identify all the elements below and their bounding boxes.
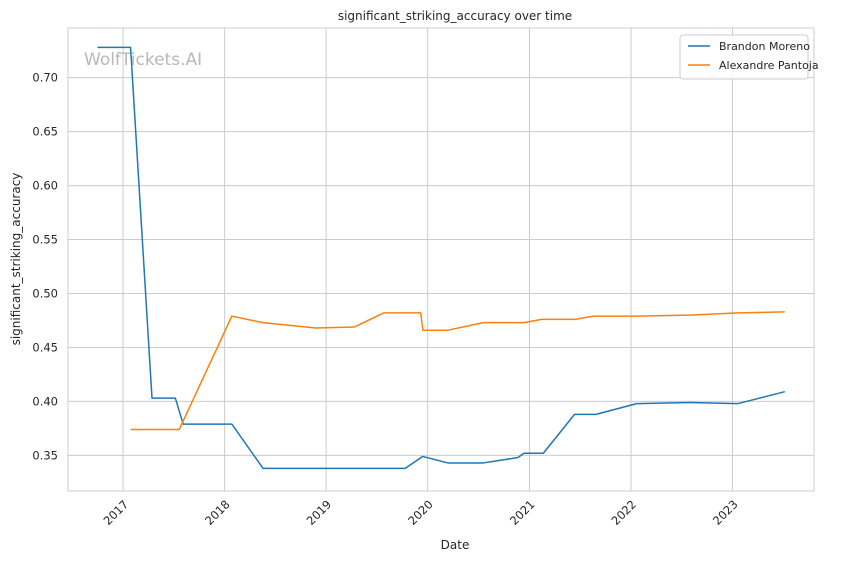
series-line-2 — [130, 311, 785, 431]
y-axis-title: significant_striking_accuracy — [9, 173, 23, 346]
grid-lines — [68, 28, 814, 491]
legend-label: Brandon Moreno — [719, 40, 810, 53]
plot-frame — [67, 27, 815, 492]
legend-label: Alexandre Pantoja — [719, 59, 819, 72]
watermark-text: WolfTickets.AI — [84, 50, 202, 70]
chart-title: significant_striking_accuracy over time — [338, 9, 572, 23]
y-tick-label: 0.40 — [32, 394, 58, 408]
legend: Brandon Moreno Alexandre Pantoja — [679, 34, 819, 80]
y-tick-label: 0.65 — [32, 125, 58, 139]
y-tick-labels: 0.35 0.40 0.45 0.50 0.55 0.60 0.65 0.70 — [32, 71, 58, 463]
y-tick-label: 0.60 — [32, 179, 58, 193]
y-tick-label: 0.50 — [32, 286, 58, 300]
legend-box — [679, 34, 809, 80]
series-line-1 — [97, 46, 785, 470]
series-lines — [97, 46, 785, 470]
y-tick-label: 0.55 — [32, 233, 58, 247]
y-tick-label: 0.45 — [32, 340, 58, 354]
x-axis-title: Date — [441, 538, 470, 552]
y-tick-label: 0.35 — [32, 448, 58, 462]
y-tick-label: 0.70 — [32, 71, 58, 85]
